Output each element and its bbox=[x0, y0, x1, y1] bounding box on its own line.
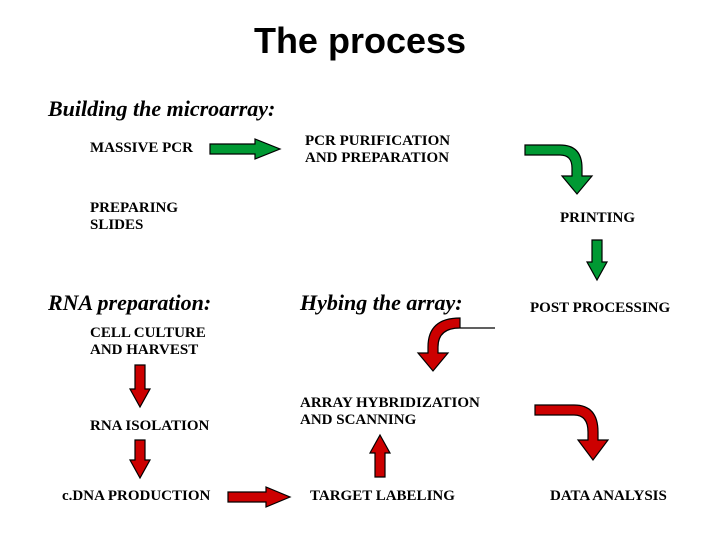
section-hybe-header: Hybing the array: bbox=[300, 290, 463, 316]
step-array-hyb: ARRAY HYBRIDIZATION AND SCANNING bbox=[300, 395, 480, 430]
arrow-down-icon bbox=[585, 240, 609, 280]
step-cdna-production: c.DNA PRODUCTION bbox=[62, 488, 210, 505]
arrow-right-icon bbox=[210, 137, 280, 161]
arrow-right-icon bbox=[228, 485, 290, 509]
step-preparing-slides: PREPARING SLIDES bbox=[90, 200, 178, 235]
arrow-curve-down-icon bbox=[520, 138, 600, 198]
arrow-down-icon bbox=[128, 440, 152, 478]
step-target-labeling: TARGET LABELING bbox=[310, 488, 455, 505]
arrow-down-icon bbox=[128, 365, 152, 407]
step-data-analysis: DATA ANALYSIS bbox=[550, 488, 667, 505]
step-pcr-purification: PCR PURIFICATION AND PREPARATION bbox=[305, 133, 450, 168]
step-rna-isolation: RNA ISOLATION bbox=[90, 418, 209, 435]
section-building-header: Building the microarray: bbox=[48, 96, 275, 122]
line2: AND PREPARATION bbox=[305, 150, 449, 166]
step-massive-pcr: MASSIVE PCR bbox=[90, 140, 193, 157]
line1: CELL CULTURE bbox=[90, 325, 206, 341]
line2: AND SCANNING bbox=[300, 412, 416, 428]
line2: SLIDES bbox=[90, 217, 143, 233]
step-post-processing: POST PROCESSING bbox=[530, 300, 670, 317]
line1: ARRAY HYBRIDIZATION bbox=[300, 395, 480, 411]
step-cell-culture: CELL CULTURE AND HARVEST bbox=[90, 325, 206, 360]
page-title: The process bbox=[0, 20, 720, 62]
arrow-curve-down-icon bbox=[530, 398, 618, 464]
line1: PCR PURIFICATION bbox=[305, 133, 450, 149]
arrow-up-icon bbox=[368, 435, 392, 477]
line2: AND HARVEST bbox=[90, 342, 198, 358]
arrow-curve-left-icon bbox=[420, 318, 500, 370]
section-rna-header: RNA preparation: bbox=[48, 290, 211, 316]
step-printing: PRINTING bbox=[560, 210, 635, 227]
line1: PREPARING bbox=[90, 200, 178, 216]
